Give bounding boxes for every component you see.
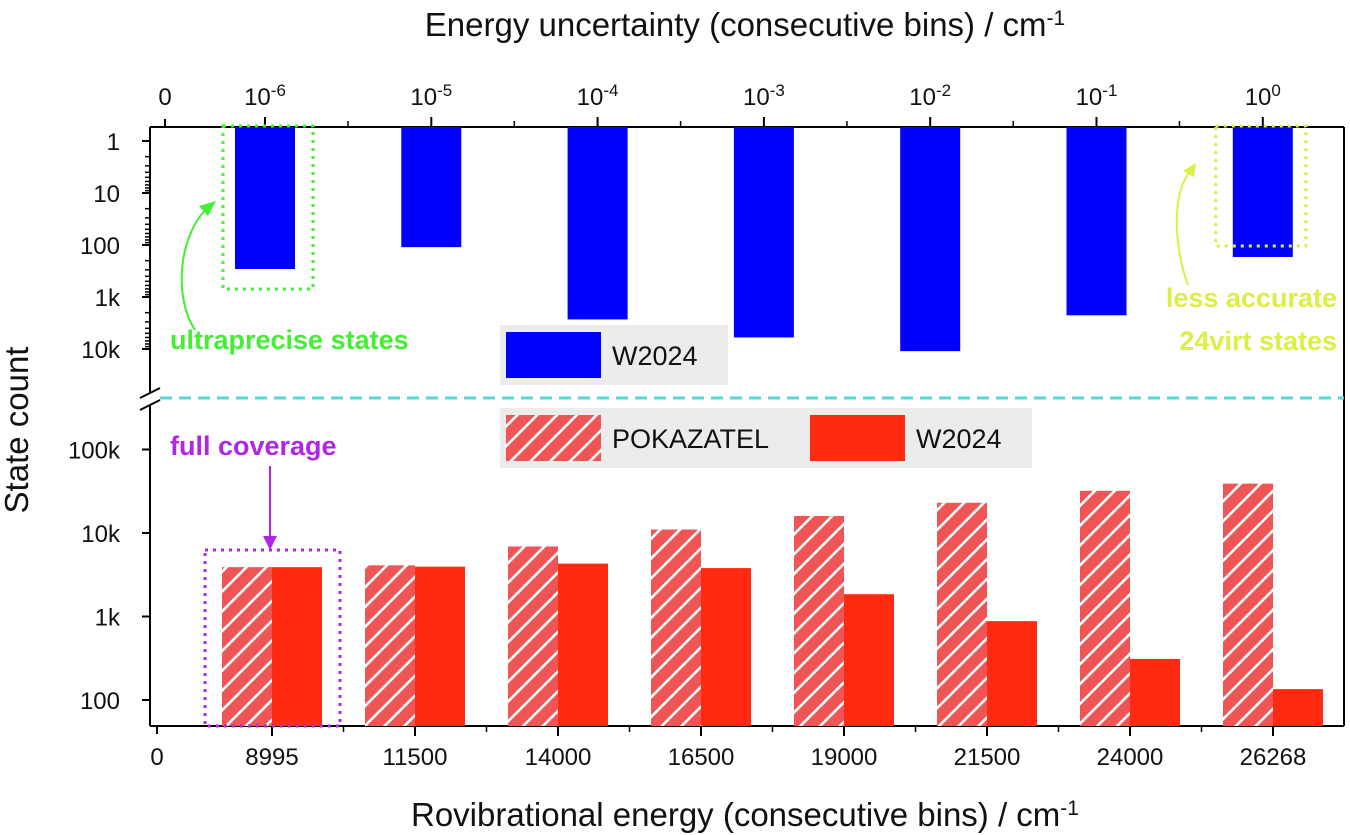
bottom-x-tick-label: 11500 — [383, 744, 448, 771]
less-accurate-label-line2: 24virt states — [1179, 326, 1337, 356]
bottom-bar-w2024 — [987, 621, 1037, 726]
bottom-bar-pokazatel — [794, 515, 844, 726]
bottom-x-tick-label: 8995 — [245, 744, 298, 771]
top-y-tick-label: 10 — [93, 181, 120, 208]
top-x-tick-label: 10-1 — [1076, 81, 1118, 112]
full-coverage-arrowhead — [263, 536, 277, 550]
top-bar — [401, 127, 462, 248]
bottom-bar-w2024 — [1130, 658, 1180, 726]
bottom-legend-swatch-w2024 — [810, 415, 905, 461]
bottom-bar-pokazatel — [651, 529, 701, 726]
bottom-bar-pokazatel — [937, 502, 987, 726]
bottom-x-axis-title: Rovibrational energy (consecutive bins) … — [411, 796, 1079, 833]
top-bar — [1066, 127, 1127, 316]
bottom-x-tick-label: 19000 — [811, 744, 878, 771]
top-x-tick-label: 10-4 — [577, 81, 619, 112]
ultraprecise-highlight-box — [221, 124, 315, 291]
full-coverage-label: full coverage — [170, 431, 337, 461]
top-y-tick-label: 10k — [81, 337, 121, 364]
top-x-tick-label: 10-3 — [743, 81, 785, 112]
bottom-bar-w2024 — [272, 567, 322, 726]
bottom-bar-pokazatel — [1223, 483, 1273, 726]
top-legend-swatch-w2024 — [506, 332, 601, 378]
top-x-tick-label: 10-2 — [909, 81, 951, 112]
ultraprecise-arrow — [180, 205, 211, 331]
less-accurate-arrow — [1175, 169, 1192, 286]
bottom-x-tick-label: 21500 — [954, 744, 1021, 771]
top-bar — [900, 127, 961, 352]
bottom-x-origin-label: 0 — [150, 744, 163, 771]
bottom-bar-pokazatel — [1080, 490, 1130, 726]
top-bar — [1232, 127, 1293, 257]
top-bar — [567, 127, 628, 320]
bottom-y-tick-label: 10k — [81, 521, 121, 548]
y-axis-title: State count — [0, 347, 35, 514]
bottom-bar-w2024 — [558, 563, 608, 726]
bottom-bar-w2024 — [1273, 689, 1323, 726]
bottom-x-tick-label: 14000 — [525, 744, 592, 771]
ultraprecise-label: ultraprecise states — [170, 325, 409, 355]
top-x-tick-label: 10-6 — [244, 81, 286, 112]
bottom-x-tick-label: 26268 — [1240, 744, 1307, 771]
bottom-legend-label-w2024: W2024 — [916, 424, 1002, 454]
top-x-tick-label: 10-5 — [410, 81, 452, 112]
less-accurate-arrowhead — [1183, 163, 1196, 177]
bottom-legend-swatch-pokazatel — [506, 415, 601, 461]
top-y-tick-label: 100 — [80, 233, 120, 260]
bottom-x-tick-label: 24000 — [1097, 744, 1164, 771]
bottom-bar-pokazatel — [365, 565, 415, 726]
bottom-bar-pokazatel — [508, 546, 558, 726]
top-x-tick-label: 100 — [1245, 81, 1281, 112]
bottom-legend-label-pokazatel: POKAZATEL — [612, 424, 769, 454]
top-y-tick-label: 1k — [95, 285, 121, 312]
bottom-y-tick-label: 100k — [68, 438, 121, 465]
top-bar — [733, 127, 794, 338]
top-x-axis-title: Energy uncertainty (consecutive bins) / … — [425, 6, 1065, 43]
top-y-tick-label: 1 — [107, 129, 120, 156]
bottom-x-tick-label: 16500 — [668, 744, 735, 771]
bottom-bar-w2024 — [844, 594, 894, 726]
top-legend-label-w2024: W2024 — [612, 341, 698, 371]
top-x-origin-label: 0 — [158, 84, 171, 111]
bottom-bar-pokazatel — [222, 567, 272, 726]
less-accurate-label-line1: less accurate — [1166, 283, 1337, 313]
bottom-y-tick-label: 1k — [95, 605, 121, 632]
bottom-bar-w2024 — [701, 568, 751, 726]
bottom-bar-w2024 — [415, 566, 465, 726]
full-coverage-highlight-box — [203, 548, 342, 728]
top-bar — [235, 127, 295, 270]
ultraprecise-arrowhead — [199, 201, 216, 216]
bottom-y-tick-label: 100 — [80, 688, 120, 715]
less-accurate-highlight-box — [1214, 124, 1308, 248]
